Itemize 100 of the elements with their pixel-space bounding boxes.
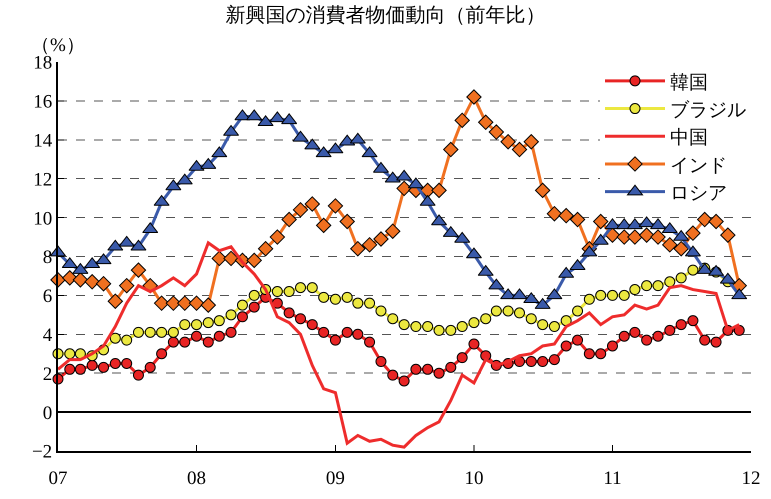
x-tick-label: 11	[603, 468, 622, 489]
point	[676, 272, 687, 284]
point	[422, 321, 434, 332]
point	[272, 286, 283, 298]
point	[281, 212, 297, 228]
point	[98, 362, 110, 373]
point	[144, 326, 156, 338]
point	[387, 313, 398, 324]
point	[156, 326, 168, 338]
point	[537, 356, 548, 368]
point	[514, 307, 525, 318]
point	[86, 360, 98, 371]
point	[295, 313, 306, 324]
x-tick-label: 07	[48, 468, 68, 489]
point	[202, 336, 214, 348]
point	[108, 294, 123, 309]
point	[697, 212, 712, 228]
point	[466, 89, 482, 105]
point	[62, 270, 78, 286]
point	[572, 305, 584, 316]
point	[398, 375, 410, 386]
y-tick-label: 2	[42, 364, 52, 385]
point	[431, 182, 447, 198]
legend-label: 韓国	[670, 72, 708, 94]
point	[316, 218, 332, 234]
point	[512, 142, 528, 158]
point	[454, 112, 470, 128]
point	[318, 292, 330, 303]
point	[548, 321, 560, 332]
point	[572, 334, 584, 346]
point	[246, 252, 262, 268]
point	[177, 296, 192, 311]
point	[445, 362, 456, 373]
point	[74, 364, 86, 375]
chart-title: 新興国の消費者物価動向（前年比）	[226, 4, 546, 26]
point	[364, 336, 376, 348]
point	[144, 362, 156, 373]
point	[546, 206, 562, 222]
point	[434, 368, 445, 379]
y-tick-label: −2	[32, 442, 52, 463]
point	[306, 282, 318, 294]
point	[570, 212, 586, 228]
point	[500, 134, 516, 150]
point	[72, 272, 88, 288]
point	[226, 309, 237, 320]
y-tick-label: 6	[42, 286, 52, 308]
point	[270, 229, 286, 245]
point	[618, 290, 630, 301]
point	[340, 214, 355, 230]
point	[362, 237, 378, 252]
point	[708, 214, 724, 230]
point	[468, 338, 480, 350]
point	[606, 340, 618, 352]
point	[373, 231, 389, 247]
point	[558, 208, 574, 224]
point	[375, 356, 386, 368]
point	[342, 292, 353, 303]
point	[398, 319, 410, 330]
point	[652, 330, 664, 342]
point	[200, 297, 216, 313]
point	[121, 334, 132, 346]
point	[226, 326, 237, 338]
point	[699, 334, 710, 346]
point	[595, 348, 606, 360]
x-tick-label: 12	[742, 468, 760, 489]
point	[641, 280, 652, 292]
legend-label: ブラジル	[670, 100, 746, 121]
point	[191, 330, 202, 342]
point	[490, 305, 502, 316]
point	[629, 326, 640, 338]
point	[664, 324, 676, 336]
y-tick-label: 14	[33, 130, 53, 152]
point	[687, 264, 698, 276]
point	[488, 124, 504, 140]
point	[284, 307, 295, 318]
point	[456, 321, 468, 332]
point	[410, 364, 422, 375]
point	[248, 302, 260, 313]
point	[110, 358, 121, 369]
point	[350, 241, 366, 256]
point	[212, 250, 227, 266]
point	[524, 134, 539, 150]
point	[96, 276, 112, 292]
point	[710, 336, 722, 348]
point	[456, 352, 468, 364]
point	[422, 364, 434, 375]
point	[295, 282, 306, 294]
point	[330, 294, 341, 305]
point	[664, 276, 676, 288]
point	[306, 319, 318, 330]
y-tick-label: 10	[33, 208, 52, 230]
point	[214, 330, 225, 342]
point	[166, 296, 182, 311]
point	[443, 142, 458, 158]
point	[687, 315, 698, 326]
point	[641, 334, 652, 346]
point	[121, 358, 132, 369]
point	[480, 313, 492, 324]
point	[119, 278, 134, 294]
point	[638, 227, 654, 243]
